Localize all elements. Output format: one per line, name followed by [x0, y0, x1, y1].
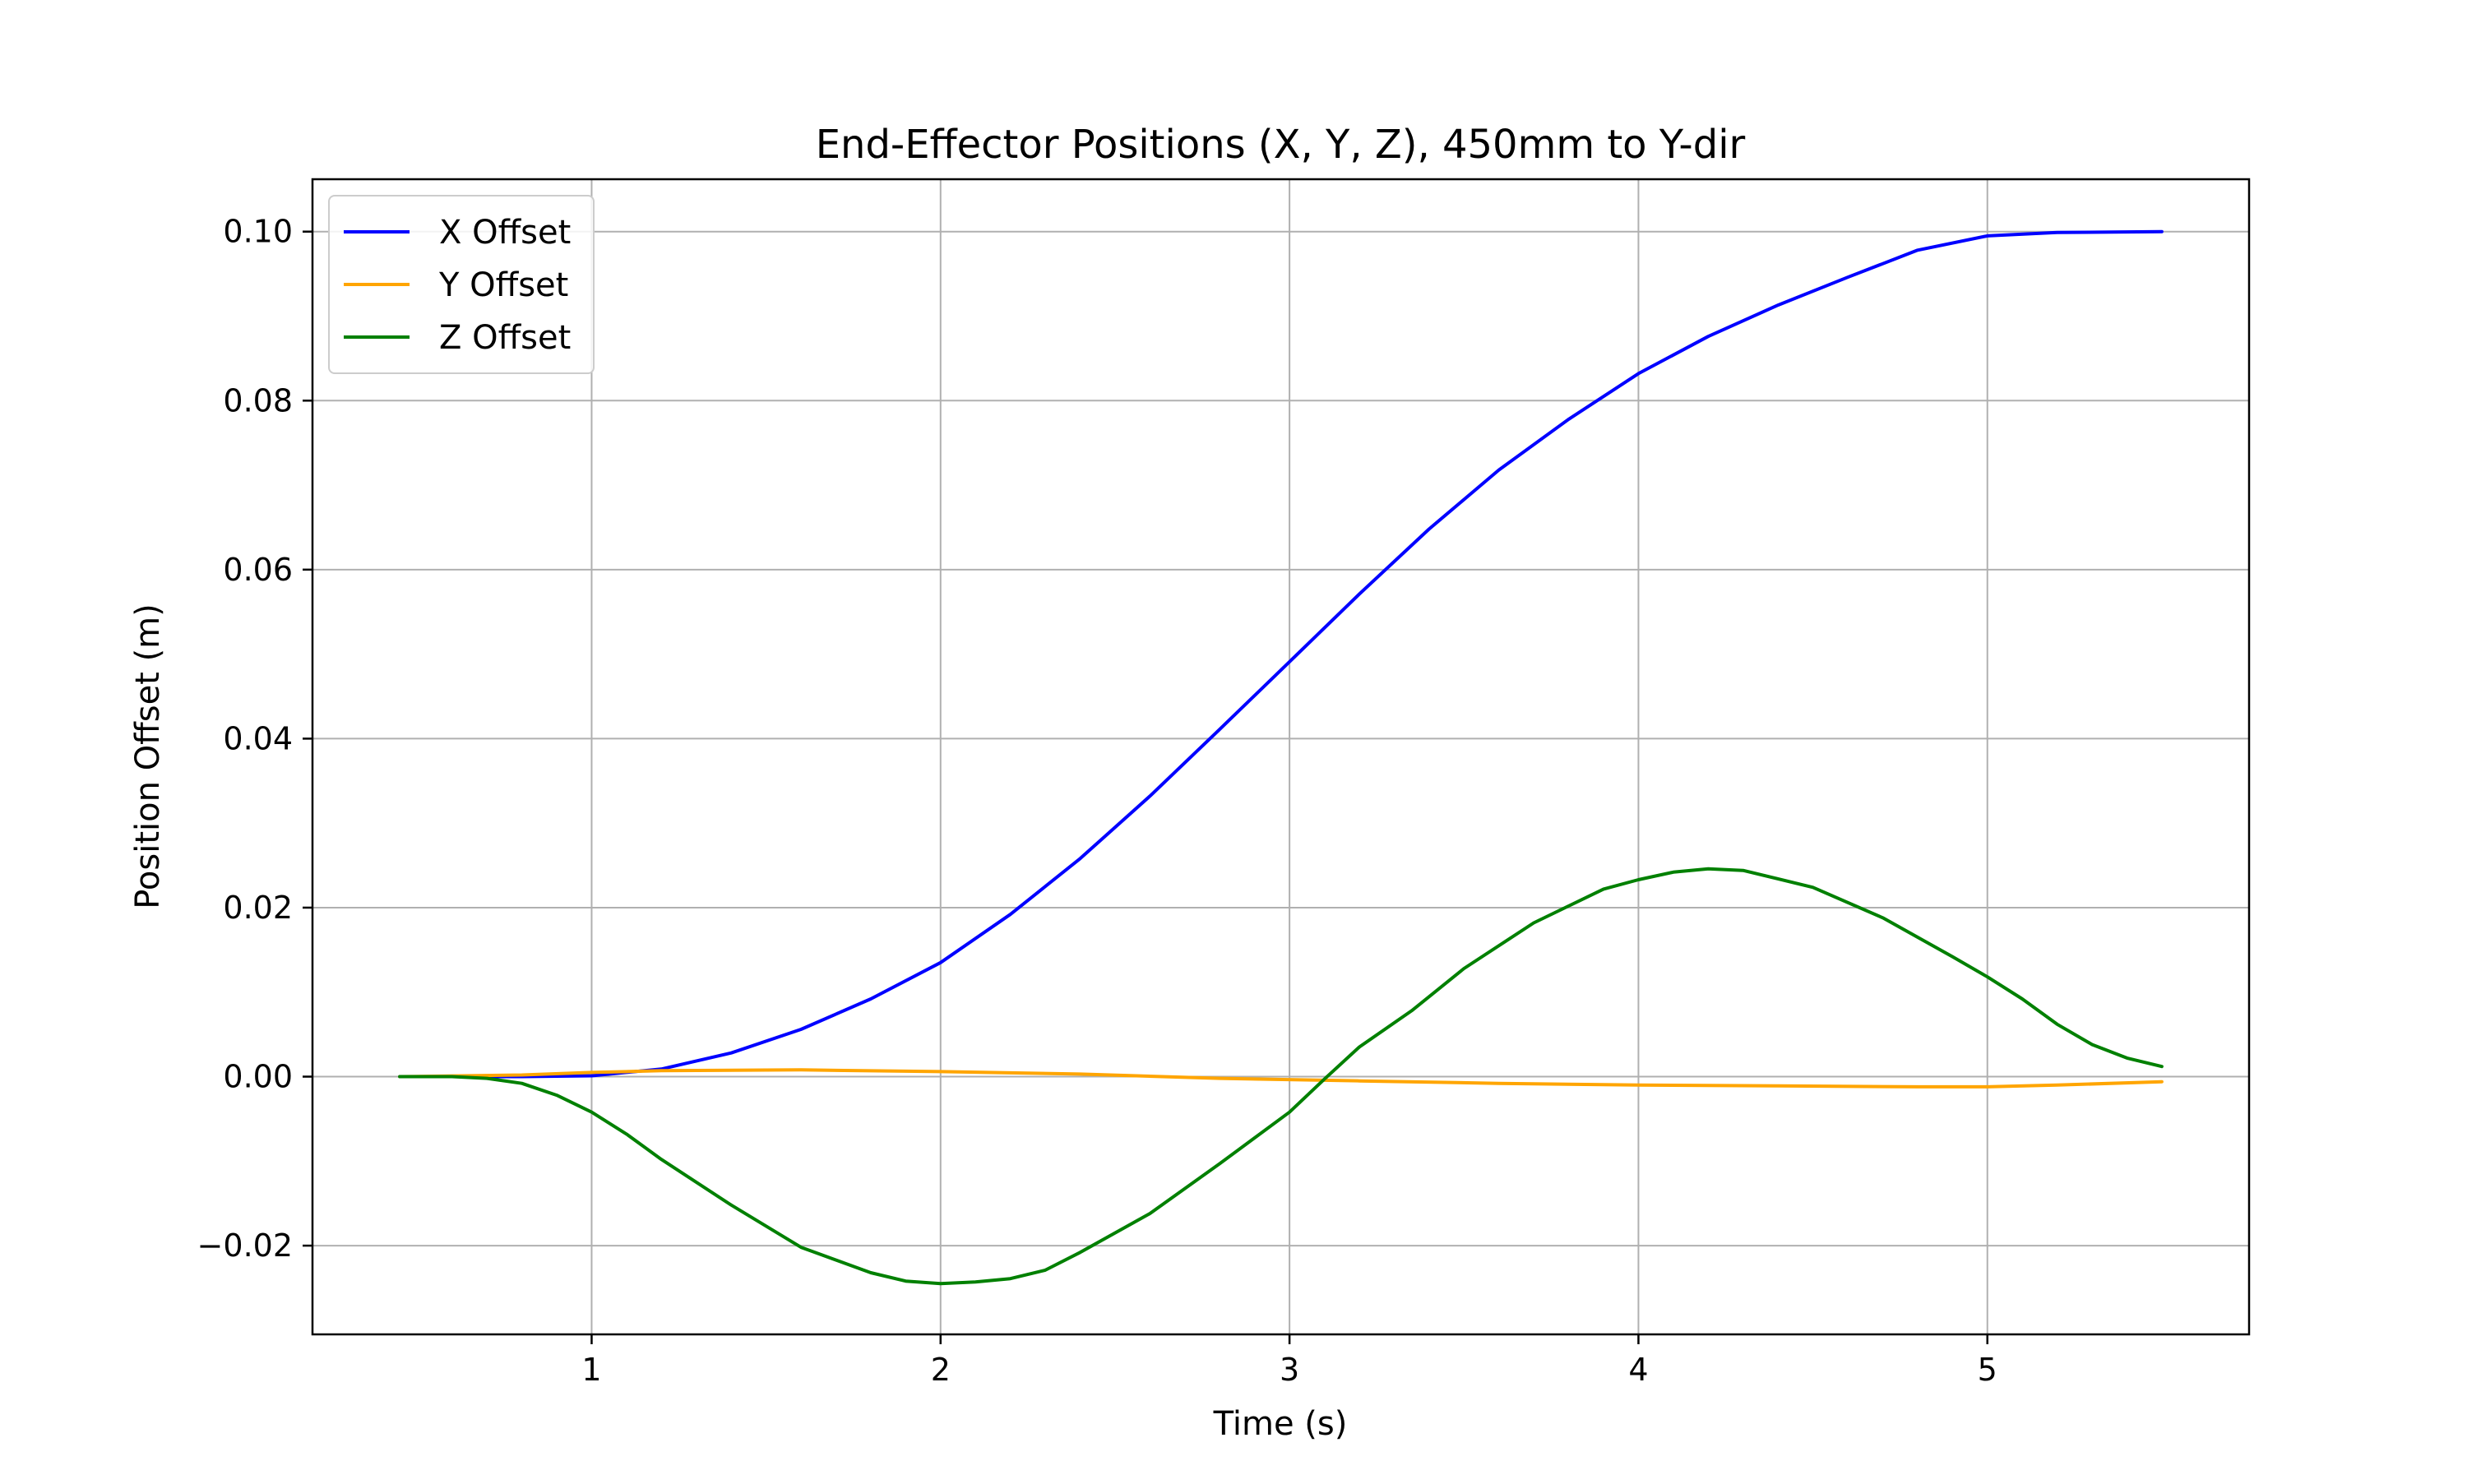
y-tick-label: 0.04	[223, 720, 293, 756]
y-tick-label: −0.02	[197, 1227, 293, 1264]
grid	[312, 179, 2249, 1334]
y-tick-label: 0.02	[223, 890, 293, 926]
chart-title: End-Effector Positions (X, Y, Z), 450mm …	[816, 122, 1746, 168]
legend-label-y-offset: Y Offset	[438, 266, 568, 304]
legend: X Offset Y Offset Z Offset	[328, 195, 595, 374]
series-line-x-offset	[398, 229, 2164, 1079]
x-tick-label: 2	[931, 1352, 951, 1388]
y-tick-label: 0.00	[223, 1059, 293, 1095]
plot-frame	[311, 178, 2251, 1336]
series-line-y-offset	[398, 1068, 2164, 1089]
y-tick-label: 0.06	[223, 552, 293, 588]
series-lines	[398, 229, 2164, 1286]
x-tick-label: 3	[1280, 1352, 1299, 1388]
y-axis-label: Position Offset (m)	[129, 603, 167, 909]
legend-label-x-offset: X Offset	[439, 214, 571, 252]
series-line-z-offset	[398, 867, 2164, 1286]
y-tick-label: 0.08	[223, 382, 293, 418]
x-tick-label: 4	[1628, 1352, 1648, 1388]
x-tick-label: 5	[1978, 1352, 1997, 1388]
x-tick-label: 1	[581, 1352, 601, 1388]
axis-ticks: 1 2 3 4 5 −0.02 0.00 0.02 0.04 0.06 0.08 0.10	[197, 214, 1997, 1388]
legend-label-z-offset: Z Offset	[439, 319, 571, 357]
y-tick-label: 0.10	[223, 214, 293, 250]
legend-box	[328, 195, 595, 374]
x-axis-label: Time (s)	[1213, 1405, 1348, 1443]
